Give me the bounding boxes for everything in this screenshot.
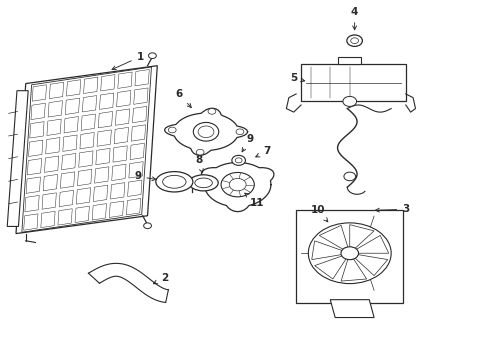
Text: 9: 9	[134, 171, 156, 181]
Ellipse shape	[156, 172, 193, 192]
Circle shape	[221, 172, 254, 197]
Polygon shape	[296, 210, 403, 303]
Text: 4: 4	[351, 7, 358, 30]
Circle shape	[308, 223, 391, 284]
Circle shape	[144, 223, 151, 229]
Polygon shape	[330, 300, 374, 318]
Ellipse shape	[189, 175, 218, 191]
Text: 11: 11	[245, 193, 265, 208]
Circle shape	[208, 108, 216, 114]
Circle shape	[169, 127, 176, 133]
Circle shape	[343, 96, 357, 107]
Text: 3: 3	[375, 204, 410, 214]
Circle shape	[341, 247, 359, 260]
Circle shape	[148, 53, 156, 59]
Circle shape	[194, 122, 219, 141]
Polygon shape	[16, 66, 157, 234]
Text: 9: 9	[242, 134, 253, 152]
Circle shape	[196, 149, 204, 155]
Text: 1: 1	[112, 52, 144, 70]
Polygon shape	[89, 264, 169, 302]
Circle shape	[347, 35, 363, 46]
Circle shape	[232, 156, 245, 165]
Text: 8: 8	[195, 156, 203, 173]
Circle shape	[236, 129, 244, 135]
Polygon shape	[7, 91, 28, 226]
Text: 6: 6	[175, 89, 191, 108]
Polygon shape	[201, 162, 274, 212]
Bar	[301, 64, 406, 102]
Text: 2: 2	[153, 273, 168, 284]
Bar	[338, 57, 361, 64]
Circle shape	[344, 172, 356, 181]
Text: 7: 7	[256, 147, 270, 157]
Polygon shape	[165, 108, 247, 155]
Text: 5: 5	[290, 73, 305, 83]
Text: 10: 10	[311, 205, 328, 222]
